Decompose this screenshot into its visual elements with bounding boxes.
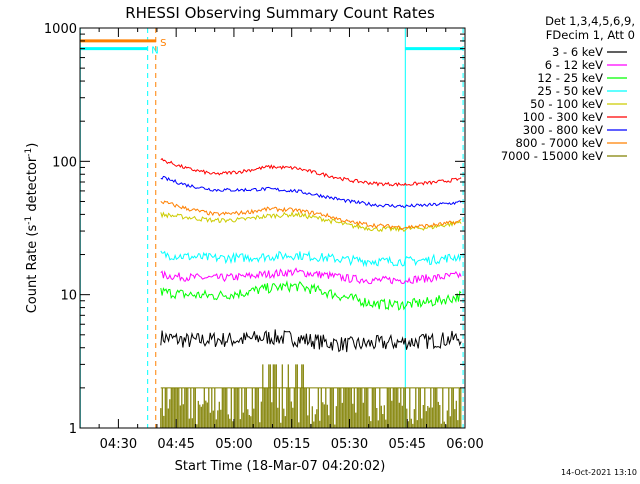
footer-timestamp: 14-Oct-2021 13:10 <box>561 468 637 477</box>
y-axis-label-text: Count Rate (s-1 detector-1) <box>24 143 40 314</box>
plot-area: SN <box>79 28 464 428</box>
series-8 <box>160 364 462 428</box>
x-axis-label: Start Time (18-Mar-07 04:20:02) <box>175 459 386 474</box>
x-tick-label-1: 04:45 <box>157 437 194 452</box>
y-tick-label-1: 10 <box>60 289 77 304</box>
series-5 <box>160 157 462 187</box>
legend-label-1: 6 - 12 keV <box>545 58 603 72</box>
series-0-line <box>160 329 462 353</box>
x-tick-label-5: 05:45 <box>388 437 425 452</box>
series-5-line <box>160 157 462 187</box>
series-4-line <box>160 210 462 233</box>
legend-label-7: 800 - 7000 keV <box>515 136 603 150</box>
y-axis-label-part-0: Count Rate (s <box>25 225 40 314</box>
y-axis-label-part-2: detector <box>25 156 40 216</box>
legend-header-line-2: FDecim 1, Att 0 <box>546 28 635 42</box>
y-axis-label-part-3: -1 <box>24 148 34 157</box>
series-8-line <box>160 364 462 428</box>
legend-label-5: 100 - 300 keV <box>523 110 603 124</box>
series-6 <box>160 175 462 208</box>
series-2-line <box>160 280 462 311</box>
y-axis-label-part-4: ) <box>25 143 40 148</box>
x-tick-label-6: 06:00 <box>446 437 483 452</box>
axes: 1 10 100 1000 04:30 04:45 05:00 05:15 05:30 05:45… <box>44 22 484 452</box>
chart-title: RHESSI Observing Summary Count Rates <box>125 4 435 22</box>
series-2 <box>160 280 462 311</box>
series-4 <box>160 210 462 233</box>
y-axis-label: Count Rate (s-1 detector-1) <box>24 143 40 314</box>
legend-label-8: 7000 - 15000 keV <box>501 149 603 163</box>
x-tick-label-4: 05:30 <box>331 437 368 452</box>
series-3-line <box>160 250 462 268</box>
y-tick-label-0: 1 <box>69 422 77 437</box>
legend-label-3: 25 - 50 keV <box>537 84 603 98</box>
series-3 <box>160 250 462 268</box>
series-1-line <box>160 267 462 285</box>
flag-label-0: S <box>160 38 166 49</box>
legend-label-0: 3 - 6 keV <box>552 45 603 59</box>
y-tick-label-3: 1000 <box>44 22 77 37</box>
x-tick-label-2: 05:00 <box>215 437 252 452</box>
series-7-line <box>160 200 462 230</box>
x-tick-label-0: 04:30 <box>100 437 137 452</box>
legend-label-2: 12 - 25 keV <box>537 71 603 85</box>
legend-label-6: 300 - 800 keV <box>523 123 603 137</box>
y-tick-label-2: 100 <box>52 155 77 170</box>
series-7 <box>160 200 462 230</box>
y-axis-label-part-1: -1 <box>24 216 34 225</box>
legend-header-line-1: Det 1,3,4,5,6,9, <box>545 14 635 28</box>
x-tick-label-3: 05:15 <box>273 437 310 452</box>
series-6-line <box>160 175 462 208</box>
series-1 <box>160 267 462 285</box>
series-0 <box>160 329 462 353</box>
legend-label-4: 50 - 100 keV <box>530 97 603 111</box>
flag-label-1: N <box>151 46 158 57</box>
